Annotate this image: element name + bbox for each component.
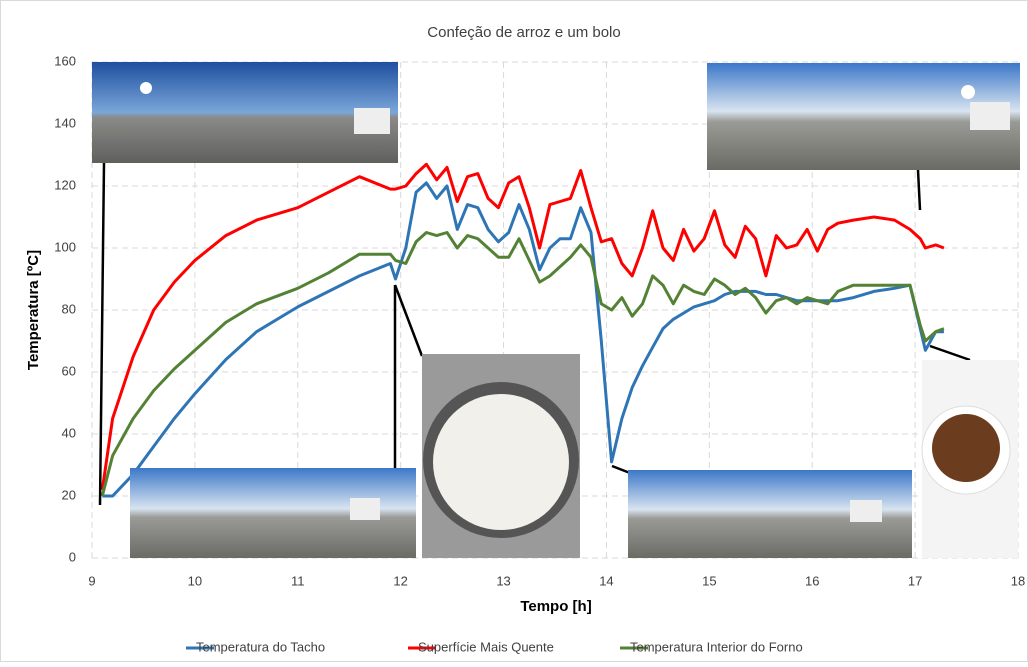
ticks: 0 20 40 60 80 100 120 140 160 9 10 11 12 13 14 15 16 17 18 [54,53,1025,588]
series-line [100,162,945,491]
connector [929,344,971,362]
y-tick-label: 60 [62,363,76,378]
tank [850,500,882,522]
connector [98,162,106,506]
x-tick-label: 12 [393,573,407,588]
y-tick-label: 140 [54,115,76,130]
x-tick-label: 14 [599,573,613,588]
x-tick-label: 13 [496,573,510,588]
sun [140,82,152,94]
x-tick-label: 15 [702,573,716,588]
photo-panorama [707,63,1020,170]
y-tick-label: 20 [62,487,76,502]
legend-label: Temperatura do Tacho [196,639,325,654]
x-tick-label: 9 [88,573,95,588]
series-lines [100,162,945,498]
y-tick-label: 0 [69,549,76,564]
photo-panorama [92,62,398,163]
x-tick-label: 11 [291,573,305,588]
legend-label: Superfície Mais Quente [418,639,554,654]
y-tick-label: 160 [54,53,76,68]
chart-title: Confeção de arroz e um bolo [427,24,620,41]
connector [393,284,424,357]
connector [916,169,922,211]
rice [433,394,569,530]
legend-label: Temperatura Interior do Forno [630,639,803,654]
y-tick-label: 120 [54,177,76,192]
y-tick-label: 40 [62,425,76,440]
x-tick-label: 10 [188,573,202,588]
series-line [100,231,945,497]
tank [350,498,380,520]
connector [611,464,631,475]
y-tick-label: 100 [54,239,76,254]
y-tick-label: 80 [62,301,76,316]
tank [354,108,390,134]
tank [970,102,1010,130]
legend: Temperatura do Tacho Superfície Mais Quen… [186,639,803,654]
x-tick-label: 16 [805,573,819,588]
x-axis-title: Tempo [h] [520,598,591,615]
photos [92,62,1020,558]
y-axis-title: Temperatura [ºC] [25,250,42,370]
x-tick-label: 18 [1011,573,1025,588]
x-tick-label: 17 [908,573,922,588]
cake [932,414,1000,482]
sun [961,85,975,99]
